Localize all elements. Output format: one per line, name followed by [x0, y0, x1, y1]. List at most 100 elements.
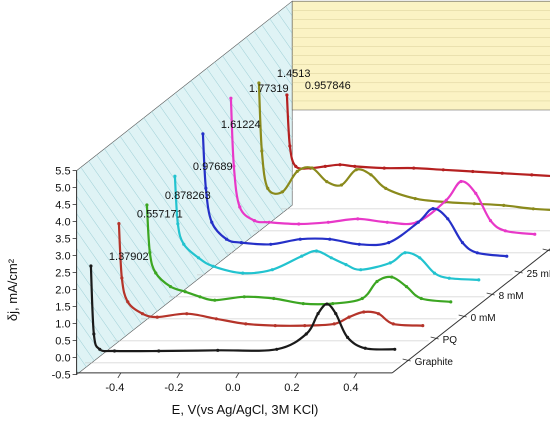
data-point [295, 169, 299, 173]
data-point [331, 302, 335, 306]
data-point [267, 220, 271, 224]
y-tick-label: 2.5 [55, 268, 70, 280]
series-layer: 0.957846200 mM1.4513100 mM1.7731950 mM1.… [89, 68, 550, 368]
data-point [304, 332, 308, 336]
data-point [347, 315, 351, 319]
data-point [332, 322, 336, 326]
series-label: 25 mM [527, 269, 550, 280]
series-tick [402, 358, 411, 362]
data-point [363, 346, 367, 350]
series-tick [486, 292, 495, 296]
data-point [369, 173, 373, 177]
data-point [356, 217, 360, 221]
data-point [375, 279, 379, 284]
data-point [266, 186, 270, 190]
data-point [447, 276, 451, 280]
data-point [500, 171, 504, 175]
peak-label: 0.878263 [165, 190, 211, 202]
data-point [385, 220, 389, 224]
data-point [120, 276, 124, 280]
data-point [444, 198, 448, 202]
series-pq: 0.557171 PQ [117, 209, 457, 346]
data-point [239, 241, 243, 245]
data-point [354, 168, 358, 172]
data-point [196, 256, 201, 260]
data-point [446, 217, 450, 221]
peak-label: 1.61224 [221, 119, 261, 131]
y-tick-label: 1.0 [55, 319, 70, 331]
data-point [213, 298, 217, 302]
data-point [390, 275, 394, 279]
peak-label: 0.957846 [305, 80, 351, 92]
data-point [145, 203, 149, 207]
peak-label: 0.97689 [193, 161, 233, 173]
side-wall-hatch [76, 1, 293, 375]
x-tick-label: -0.4 [105, 382, 124, 394]
data-point [530, 173, 534, 177]
y-tick-label: 5.5 [55, 166, 70, 178]
data-point [241, 271, 245, 275]
data-point [477, 278, 481, 282]
data-point [242, 295, 246, 299]
data-point [204, 186, 208, 190]
data-point [98, 347, 102, 351]
data-point [148, 251, 152, 255]
data-point [117, 222, 121, 226]
y-tick-label: 4.5 [55, 200, 70, 212]
y-tick-label: 3.0 [55, 251, 70, 263]
series-label: 8 mM [499, 291, 524, 302]
data-point [432, 271, 437, 275]
data-point [89, 264, 93, 268]
data-point [459, 179, 463, 184]
data-point [301, 302, 305, 306]
series-0-mm: 0.878263 0 mM [145, 190, 496, 324]
data-point [421, 324, 425, 328]
data-point [449, 300, 453, 304]
data-point [238, 205, 242, 209]
data-point [229, 96, 233, 100]
data-point [270, 268, 274, 272]
series-tick [514, 270, 523, 274]
data-point [92, 332, 96, 336]
x-tick-mark [353, 372, 358, 379]
data-point [269, 242, 273, 246]
y-axis-title: δj, mA/cm² [5, 258, 20, 321]
data-point [297, 222, 301, 226]
data-point [288, 144, 292, 148]
x-tick-label: -0.2 [164, 382, 183, 394]
series-label: 0 mM [471, 313, 496, 324]
series-tick [458, 314, 467, 318]
data-point [216, 348, 220, 352]
data-point [329, 256, 333, 260]
peak-label: 1.4513 [277, 68, 311, 80]
data-point [431, 207, 435, 211]
data-point [345, 335, 350, 339]
data-point [531, 207, 535, 211]
data-point [416, 220, 420, 224]
data-point [224, 237, 229, 241]
data-point [419, 296, 423, 301]
chart-axes: -0.5 0.0 0.5 1.0 1.5 2.0 2.5 3.0 3.5 4.0 4.5 5.0 5.5… [52, 166, 550, 394]
x-tick-mark [117, 372, 122, 379]
data-point [503, 229, 507, 233]
data-point [323, 164, 327, 168]
data-point [182, 242, 186, 246]
x-tick-label: 0.2 [284, 382, 299, 394]
peak-label: 1.37902 [109, 251, 149, 263]
data-point [280, 190, 285, 194]
data-point [472, 202, 476, 206]
y-tick-label: 4.0 [55, 217, 70, 229]
data-point [334, 312, 338, 316]
data-point [404, 285, 409, 289]
x-tick-mark [235, 372, 240, 379]
data-point [339, 183, 344, 187]
data-point [275, 347, 279, 351]
data-point [328, 237, 332, 241]
data-point [173, 174, 177, 178]
data-point [325, 180, 329, 184]
x-tick-label: 0.4 [343, 382, 358, 394]
data-point [211, 264, 215, 268]
series-line [117, 223, 423, 327]
data-point [198, 295, 202, 299]
data-point [344, 263, 348, 267]
